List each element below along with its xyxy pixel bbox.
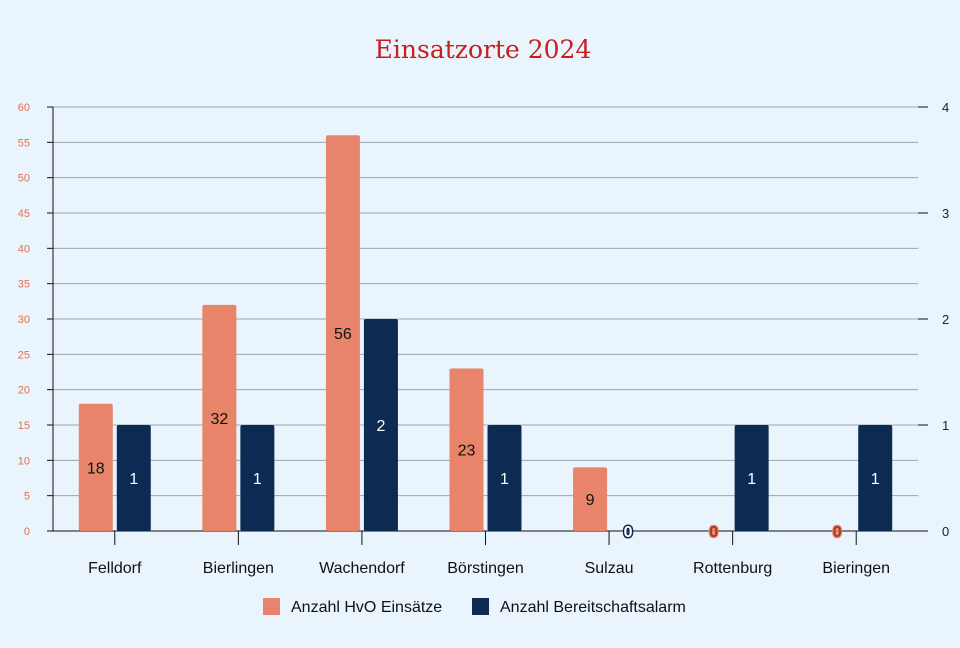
bar-bereitschaft-felldorf[interactable]	[116, 425, 151, 531]
bars	[78, 135, 893, 531]
data-label-hvo: 0	[833, 524, 842, 541]
left-tick-label: 40	[18, 243, 30, 255]
left-tick-label: 10	[18, 455, 30, 467]
left-tick-label: 0	[24, 526, 30, 538]
data-label-hvo: 56	[334, 326, 352, 343]
category-label: Börstingen	[447, 560, 524, 577]
right-tick-label: 4	[942, 100, 949, 115]
legend-item-hvo[interactable]: Anzahl HvO Einsätze	[263, 598, 442, 616]
left-tick-label: 25	[18, 349, 30, 361]
data-label-hvo: 32	[210, 411, 228, 428]
left-tick-label: 20	[18, 385, 30, 397]
right-tick-label: 1	[942, 418, 949, 433]
category-labels: Felldorf Bierlingen Wachendorf Börstingen Su…	[88, 560, 890, 577]
legend: Anzahl HvO Einsätze Anzahl Bereitschafts…	[263, 598, 686, 616]
legend-swatch-bereitschaft	[472, 598, 489, 615]
data-labels: 18 1 32 1 56 2 23 1 9 0 0 1 0 1	[87, 326, 880, 542]
data-label-hvo: 0	[709, 524, 718, 541]
legend-label-bereitschaft: Anzahl Bereitschaftsalarm	[500, 599, 686, 616]
data-label-bereitschaft: 2	[376, 418, 385, 435]
data-label-hvo: 23	[458, 443, 476, 460]
right-tick-label: 2	[942, 312, 949, 327]
bar-hvo-wachendorf[interactable]	[325, 135, 360, 531]
data-label-hvo: 18	[87, 460, 105, 477]
bar-bereitschaft-börstingen[interactable]	[487, 425, 522, 531]
legend-label-hvo: Anzahl HvO Einsätze	[291, 599, 442, 616]
data-label-bereitschaft: 1	[500, 471, 509, 488]
left-tick-label: 45	[18, 208, 30, 220]
chart-title: Einsatzorte 2024	[375, 35, 592, 64]
left-tick-label: 60	[18, 102, 30, 114]
category-label: Bieringen	[822, 560, 890, 577]
category-label: Felldorf	[88, 560, 142, 577]
data-label-bereitschaft: 1	[747, 471, 756, 488]
category-label: Sulzau	[585, 560, 634, 577]
right-tick-label: 3	[942, 206, 949, 221]
legend-item-bereitschaft[interactable]: Anzahl Bereitschaftsalarm	[472, 598, 686, 616]
right-tick-label: 0	[942, 524, 949, 539]
data-label-bereitschaft: 1	[129, 471, 138, 488]
category-label: Rottenburg	[693, 560, 772, 577]
category-label: Wachendorf	[319, 560, 405, 577]
legend-swatch-hvo	[263, 598, 280, 615]
left-tick-label: 5	[24, 491, 30, 503]
bar-hvo-bierlingen[interactable]	[202, 304, 237, 531]
data-label-hvo: 9	[586, 492, 595, 509]
bar-bereitschaft-bierlingen[interactable]	[240, 425, 275, 531]
left-tick-label: 15	[18, 420, 30, 432]
data-label-bereitschaft: 1	[253, 471, 262, 488]
bar-hvo-felldorf[interactable]	[78, 403, 113, 531]
left-tick-label: 50	[18, 173, 30, 185]
left-tick-label: 55	[18, 137, 30, 149]
category-label: Bierlingen	[203, 560, 274, 577]
left-tick-label: 35	[18, 279, 30, 291]
bar-bereitschaft-bieringen[interactable]	[858, 425, 893, 531]
grid-lines	[53, 106, 918, 532]
data-label-bereitschaft: 0	[624, 524, 633, 541]
bar-hvo-sulzau[interactable]	[573, 467, 608, 531]
bar-bereitschaft-rottenburg[interactable]	[734, 425, 769, 531]
left-tick-label: 30	[18, 314, 30, 326]
data-label-bereitschaft: 1	[871, 471, 880, 488]
bar-bereitschaft-wachendorf[interactable]	[363, 319, 398, 531]
bar-hvo-börstingen[interactable]	[449, 368, 484, 531]
